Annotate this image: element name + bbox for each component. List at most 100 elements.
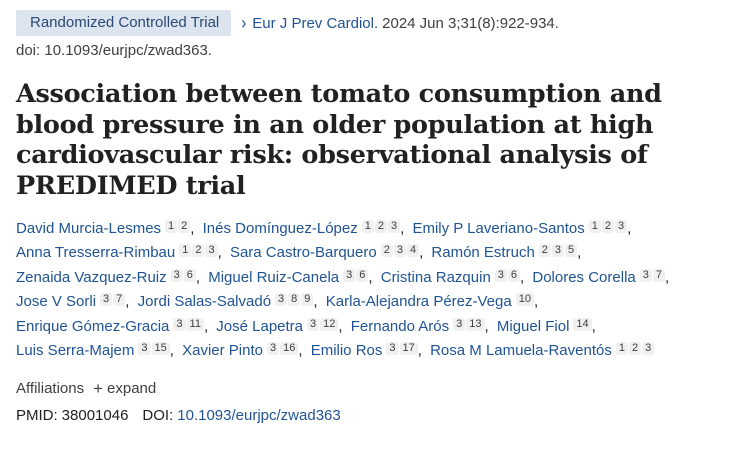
author-name-link[interactable]: Cristina Razquin <box>380 268 491 286</box>
affiliations-expand-button[interactable]: expand <box>107 379 157 397</box>
affiliation-number[interactable]: 2 <box>628 342 642 356</box>
affiliation-number[interactable]: 6 <box>507 268 521 282</box>
affiliation-number[interactable]: 3 <box>266 342 280 356</box>
plus-icon[interactable]: + <box>93 378 104 398</box>
author-separator: , <box>203 317 209 335</box>
affiliation-number[interactable]: 3 <box>205 244 218 258</box>
author-item: Dolores Corella 3 7, <box>532 268 673 286</box>
author-item: Emilio Ros 3 17, <box>311 342 426 359</box>
affiliation-number[interactable]: 3 <box>642 342 655 356</box>
affiliation-number[interactable]: 2 <box>538 244 551 258</box>
affiliation-number[interactable]: 1 <box>165 220 178 233</box>
author-name-link[interactable]: Emily P Laveriano-Santos <box>412 220 585 237</box>
author-name-link[interactable]: Jordi Salas-Salvadó <box>137 293 272 311</box>
journal-link[interactable]: Eur J Prev Cardiol. <box>252 14 379 32</box>
affiliation-number[interactable]: 3 <box>386 342 399 356</box>
author-name-link[interactable]: José Lapetra <box>216 317 304 335</box>
author-item: David Murcia-Lesmes 1 2, <box>16 220 198 237</box>
author-item: Miguel Ruiz-Canela 3 6, <box>208 268 376 286</box>
affiliation-number[interactable]: 3 <box>393 244 406 258</box>
affiliation-number[interactable]: 3 <box>551 244 565 258</box>
affiliation-number[interactable]: 1 <box>588 220 601 233</box>
author-item: Karla-Alejandra Pérez-Vega 10, <box>326 293 542 310</box>
affiliation-number[interactable]: 2 <box>374 220 387 233</box>
author-name-link[interactable]: Sara Castro-Barquero <box>229 244 377 262</box>
affiliation-number[interactable]: 17 <box>399 342 418 356</box>
affiliation-number[interactable]: 5 <box>565 244 578 258</box>
author-name-link[interactable]: Xavier Pinto <box>182 342 263 360</box>
affiliation-number[interactable]: 4 <box>406 244 420 258</box>
affiliation-number[interactable]: 3 <box>453 317 466 331</box>
author-name-link[interactable]: Zenaida Vazquez-Ruiz <box>16 268 167 286</box>
affiliation-number[interactable]: 10 <box>515 293 534 307</box>
affiliation-number[interactable]: 3 <box>138 342 151 356</box>
author-separator: , <box>577 244 582 262</box>
affiliation-number[interactable]: 2 <box>380 244 393 258</box>
affiliation-number[interactable]: 2 <box>601 220 615 233</box>
affiliation-number[interactable]: 3 <box>275 293 288 307</box>
author-separator: , <box>125 293 130 311</box>
affiliation-number[interactable]: 3 <box>307 317 320 331</box>
affiliation-number[interactable]: 2 <box>178 220 191 233</box>
affiliation-number[interactable]: 3 <box>387 220 401 233</box>
author-item: Luis Serra-Majem 3 15, <box>16 342 178 359</box>
affiliation-number[interactable]: 2 <box>192 244 205 258</box>
author-name-link[interactable]: Rosa M Lamuela-Raventós <box>430 342 612 360</box>
author-name-link[interactable]: Anna Tresserra-Rimbau <box>16 244 176 262</box>
author-item: Zenaida Vazquez-Ruiz 3 6, <box>16 268 204 286</box>
author-name-link[interactable]: Miguel Fiol <box>496 317 570 335</box>
affiliation-number[interactable]: 3 <box>173 317 186 331</box>
affiliation-number[interactable]: 3 <box>100 293 113 307</box>
affiliation-number[interactable]: 3 <box>615 220 628 233</box>
publication-type-badge: Randomized Controlled Trial <box>16 10 232 36</box>
author-name-link[interactable]: Emilio Ros <box>310 342 383 360</box>
author-name-link[interactable]: Ramón Estruch <box>431 244 535 262</box>
doi-link[interactable]: 10.1093/eurjpc/zwad363 <box>177 406 341 424</box>
affiliation-number[interactable]: 3 <box>170 268 183 282</box>
author-item: Jordi Salas-Salvadó 3 8 9, <box>138 293 322 310</box>
affiliation-number[interactable]: 1 <box>179 244 192 258</box>
affiliation-number[interactable]: 13 <box>466 317 485 331</box>
author-name-link[interactable]: Fernando Arós <box>350 317 450 335</box>
authors-list: David Murcia-Lesmes 1 2, Inés Domínguez-Ló… <box>16 217 728 363</box>
author-separator: , <box>217 244 222 262</box>
author-separator: , <box>665 268 670 286</box>
author-name-link[interactable]: Karla-Alejandra Pérez-Vega <box>325 293 512 311</box>
affiliation-number[interactable]: 1 <box>615 342 628 356</box>
author-separator: , <box>169 342 174 360</box>
author-separator: , <box>368 268 373 286</box>
affiliation-number[interactable]: 8 <box>288 293 301 307</box>
affiliation-number[interactable]: 1 <box>361 220 374 233</box>
author-item: Inés Domínguez-López 1 2 3, <box>203 220 409 237</box>
affiliation-number[interactable]: 3 <box>494 268 507 282</box>
author-item: Xavier Pinto 3 16, <box>182 342 306 359</box>
author-name-link[interactable]: David Murcia-Lesmes <box>16 220 162 237</box>
author-item: Jose V Sorli 3 7, <box>16 293 133 310</box>
affiliation-number[interactable]: 16 <box>280 342 299 356</box>
author-affiliations: 14 <box>572 317 592 335</box>
affiliation-number[interactable]: 15 <box>151 342 170 356</box>
author-name-link[interactable]: Jose V Sorli <box>16 293 97 311</box>
affiliations-label: Affiliations <box>16 379 85 397</box>
author-name-link[interactable]: Miguel Ruiz-Canela <box>208 268 340 286</box>
affiliation-number[interactable]: 14 <box>573 317 592 331</box>
affiliation-number[interactable]: 3 <box>343 268 356 282</box>
pmid-value: 38001046 <box>61 406 129 424</box>
affiliation-number[interactable]: 6 <box>183 268 196 282</box>
affiliation-number[interactable]: 12 <box>320 317 339 331</box>
author-name-link[interactable]: Enrique Gómez-Gracia <box>16 317 170 335</box>
affiliation-number[interactable]: 7 <box>113 293 126 307</box>
affiliation-number[interactable]: 11 <box>186 317 204 331</box>
affiliation-number[interactable]: 9 <box>301 293 314 307</box>
affiliation-number[interactable]: 6 <box>356 268 369 282</box>
author-name-link[interactable]: Luis Serra-Majem <box>16 342 135 360</box>
author-name-link[interactable]: Inés Domínguez-López <box>202 220 358 237</box>
author-name-link[interactable]: Dolores Corella <box>532 268 636 286</box>
affiliation-number[interactable]: 3 <box>639 268 652 282</box>
author-separator: , <box>417 342 422 360</box>
affiliation-number[interactable]: 7 <box>652 268 665 282</box>
chevron-right-icon[interactable]: › <box>241 12 247 34</box>
